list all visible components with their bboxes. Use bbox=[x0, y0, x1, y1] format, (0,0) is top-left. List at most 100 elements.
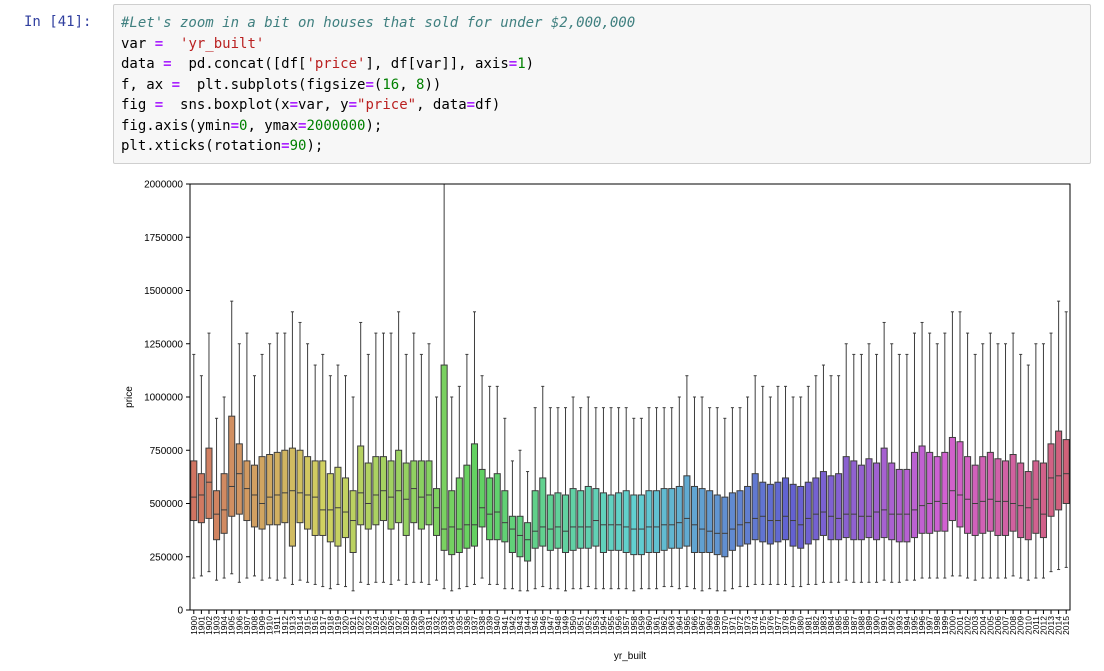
x-tick-label: 1997 bbox=[925, 616, 935, 635]
x-tick-label: 1989 bbox=[864, 616, 874, 635]
box-2006 bbox=[994, 458, 1002, 536]
x-tick-label: 1980 bbox=[796, 616, 806, 635]
box-1900 bbox=[190, 460, 198, 522]
box-1956 bbox=[615, 492, 623, 551]
box-1983 bbox=[819, 471, 827, 536]
x-tick-label: 1926 bbox=[386, 616, 396, 635]
x-tick-label: 1924 bbox=[371, 616, 381, 635]
x-tick-label: 2010 bbox=[1023, 616, 1033, 635]
x-tick-label: 1974 bbox=[750, 616, 760, 635]
box-1942 bbox=[508, 515, 516, 553]
x-tick-label: 1990 bbox=[872, 616, 882, 635]
x-tick-label: 1928 bbox=[401, 616, 411, 635]
box-1976 bbox=[766, 483, 774, 545]
box-1903 bbox=[213, 490, 221, 541]
box-1958 bbox=[630, 494, 638, 556]
code-token: = bbox=[348, 97, 358, 113]
box-1968 bbox=[706, 490, 714, 553]
box-1939 bbox=[486, 477, 494, 541]
x-tick-label: 2014 bbox=[1054, 616, 1064, 635]
box-1996 bbox=[918, 445, 926, 534]
x-tick-label: 2000 bbox=[947, 616, 957, 635]
x-tick-label: 1983 bbox=[818, 616, 828, 635]
code-token: 8 bbox=[416, 76, 425, 93]
box-1934 bbox=[448, 490, 456, 556]
x-tick-label: 1910 bbox=[265, 616, 275, 635]
box-1911 bbox=[273, 451, 281, 526]
box-2000 bbox=[948, 436, 956, 522]
box-2010 bbox=[1024, 471, 1032, 541]
x-tick-label: 2015 bbox=[1061, 616, 1071, 635]
x-tick-label: 1923 bbox=[363, 616, 373, 635]
x-tick-label: 1908 bbox=[249, 616, 259, 635]
x-tick-label: 1965 bbox=[682, 616, 692, 635]
x-tick-label: 1913 bbox=[287, 616, 297, 635]
x-tick-label: 2005 bbox=[985, 616, 995, 635]
box-2014 bbox=[1055, 430, 1063, 511]
x-tick-label: 1939 bbox=[485, 616, 495, 635]
code-token: ], df[var]], axis bbox=[365, 56, 509, 72]
x-tick-label: 1911 bbox=[272, 616, 282, 635]
box-1994 bbox=[903, 468, 911, 543]
box-2008 bbox=[1009, 454, 1017, 532]
code-token: df) bbox=[475, 97, 501, 113]
box-2004 bbox=[979, 456, 987, 534]
x-tick-label: 1921 bbox=[348, 616, 358, 635]
box-1923 bbox=[364, 462, 372, 530]
x-tick-label: 1933 bbox=[439, 616, 449, 635]
code-token: , data bbox=[416, 97, 467, 113]
x-tick-label: 1900 bbox=[189, 616, 199, 635]
x-tick-label: 1914 bbox=[295, 616, 305, 635]
x-tick-label: 2011 bbox=[1031, 616, 1041, 635]
x-tick-label: 1988 bbox=[856, 616, 866, 635]
x-tick-label: 1931 bbox=[424, 616, 434, 635]
box-1979 bbox=[789, 483, 797, 547]
box-2001 bbox=[956, 441, 964, 528]
box-1977 bbox=[774, 481, 782, 543]
code-token: 2000000 bbox=[306, 117, 366, 134]
box-1940 bbox=[493, 473, 501, 541]
x-tick-label: 1941 bbox=[500, 616, 510, 635]
x-tick-label: 2008 bbox=[1008, 616, 1018, 635]
box-1921 bbox=[349, 490, 357, 553]
x-tick-label: 1984 bbox=[826, 616, 836, 635]
code-editor[interactable]: #Let's zoom in a bit on houses that sold… bbox=[121, 13, 1083, 157]
code-line-1: #Let's zoom in a bit on houses that sold… bbox=[121, 13, 1083, 34]
x-tick-label: 1946 bbox=[538, 616, 548, 635]
code-token: = bbox=[281, 138, 290, 154]
x-tick-label: 1972 bbox=[735, 616, 745, 635]
box-1902 bbox=[205, 447, 213, 519]
box-1953 bbox=[592, 488, 600, 547]
x-tick-label: 1981 bbox=[803, 616, 813, 635]
code-token: #Let's zoom in a bit on houses that sold… bbox=[121, 15, 636, 31]
code-token: pd.concat([df[ bbox=[171, 56, 307, 72]
x-tick-label: 1930 bbox=[416, 616, 426, 635]
code-token: = bbox=[289, 97, 299, 113]
box-1920 bbox=[341, 477, 350, 539]
x-tick-label: 1945 bbox=[530, 616, 540, 635]
x-tick-label: 1920 bbox=[341, 616, 351, 635]
x-tick-label: 1932 bbox=[432, 616, 442, 635]
x-tick-label: 1953 bbox=[591, 616, 601, 635]
x-tick-label: 1940 bbox=[492, 616, 502, 635]
code-cell[interactable]: #Let's zoom in a bit on houses that sold… bbox=[113, 4, 1091, 164]
code-token: plt.xticks(rotation bbox=[121, 138, 282, 154]
box-1915 bbox=[304, 456, 312, 530]
box-1988 bbox=[857, 464, 865, 541]
box-1998 bbox=[933, 456, 941, 532]
box-1916 bbox=[311, 460, 319, 536]
box-1959 bbox=[637, 494, 645, 556]
y-tick-label: 1250000 bbox=[144, 339, 183, 350]
code-token: = bbox=[365, 76, 374, 93]
x-tick-label: 1937 bbox=[469, 616, 479, 635]
x-tick-label: 1992 bbox=[887, 616, 897, 635]
code-token: = bbox=[230, 117, 240, 134]
y-tick-label: 2000000 bbox=[144, 180, 183, 191]
box-1909 bbox=[258, 456, 266, 530]
box-1962 bbox=[660, 488, 668, 551]
code-token: = bbox=[154, 97, 164, 113]
box-1961 bbox=[653, 490, 661, 553]
box-1987 bbox=[850, 460, 858, 541]
x-tick-label: 1959 bbox=[636, 616, 646, 635]
box-1918 bbox=[326, 473, 334, 543]
